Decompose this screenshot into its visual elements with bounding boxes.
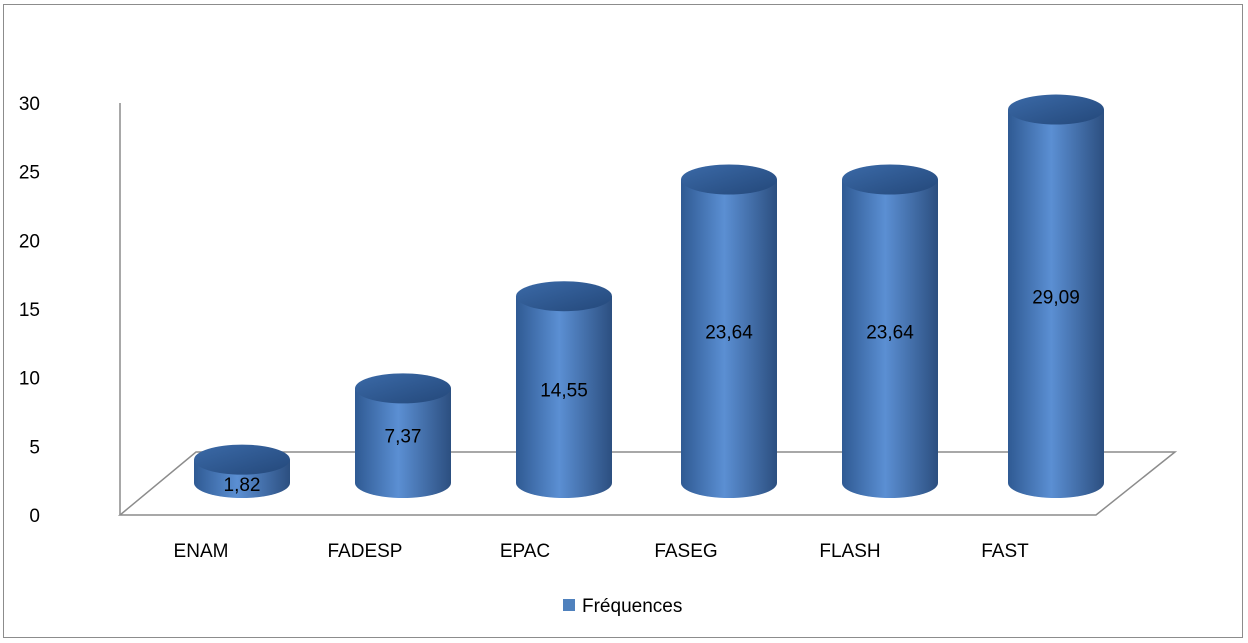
bar-body [842, 179, 938, 499]
bar: 23,64 [842, 164, 938, 499]
axes [117, 103, 1178, 516]
bar-top [1008, 94, 1104, 125]
category-labels: ENAM FADESP EPAC FASEG FLASH FAST [174, 541, 1030, 562]
category-label: EPAC [500, 541, 550, 562]
bar-top [194, 444, 290, 475]
bar-top [355, 373, 451, 404]
floor-outline [117, 451, 1178, 516]
bar: 7,37 [355, 373, 451, 498]
bar: 1,82 [194, 444, 290, 498]
bar-body [355, 388, 451, 498]
y-tick-label: 10 [19, 369, 40, 390]
data-label: 29,09 [1032, 287, 1080, 308]
bar: 14,55 [516, 281, 612, 498]
category-label: FASEG [654, 541, 717, 562]
bar-body [516, 296, 612, 498]
legend-label: Fréquences [582, 596, 682, 617]
category-label: FAST [981, 541, 1029, 562]
y-axis-ticks: 0 5 10 15 20 25 30 [19, 94, 40, 527]
bar-body [1008, 109, 1104, 499]
bars: 1,82 7,37 14,55 23,64 23,64 29,09 [194, 94, 1104, 499]
y-tick-label: 25 [19, 163, 40, 184]
legend: Fréquences [563, 596, 682, 617]
data-label: 1,82 [224, 475, 261, 496]
bar-body [681, 179, 777, 499]
bar-top [516, 281, 612, 312]
category-label: FLASH [819, 541, 880, 562]
bar: 29,09 [1008, 94, 1104, 499]
bar: 23,64 [681, 164, 777, 499]
bar-top [842, 164, 938, 195]
category-label: ENAM [174, 541, 229, 562]
data-label: 23,64 [866, 322, 914, 343]
y-tick-label: 20 [19, 231, 40, 252]
bar-top [681, 164, 777, 195]
data-label: 23,64 [705, 322, 753, 343]
y-tick-label: 5 [29, 437, 40, 458]
data-label: 14,55 [540, 381, 588, 402]
y-tick-label: 15 [19, 300, 40, 321]
data-label: 7,37 [385, 427, 422, 448]
y-tick-label: 30 [19, 94, 40, 115]
legend-swatch [563, 599, 575, 611]
category-label: FADESP [328, 541, 403, 562]
y-tick-label: 0 [29, 506, 40, 527]
